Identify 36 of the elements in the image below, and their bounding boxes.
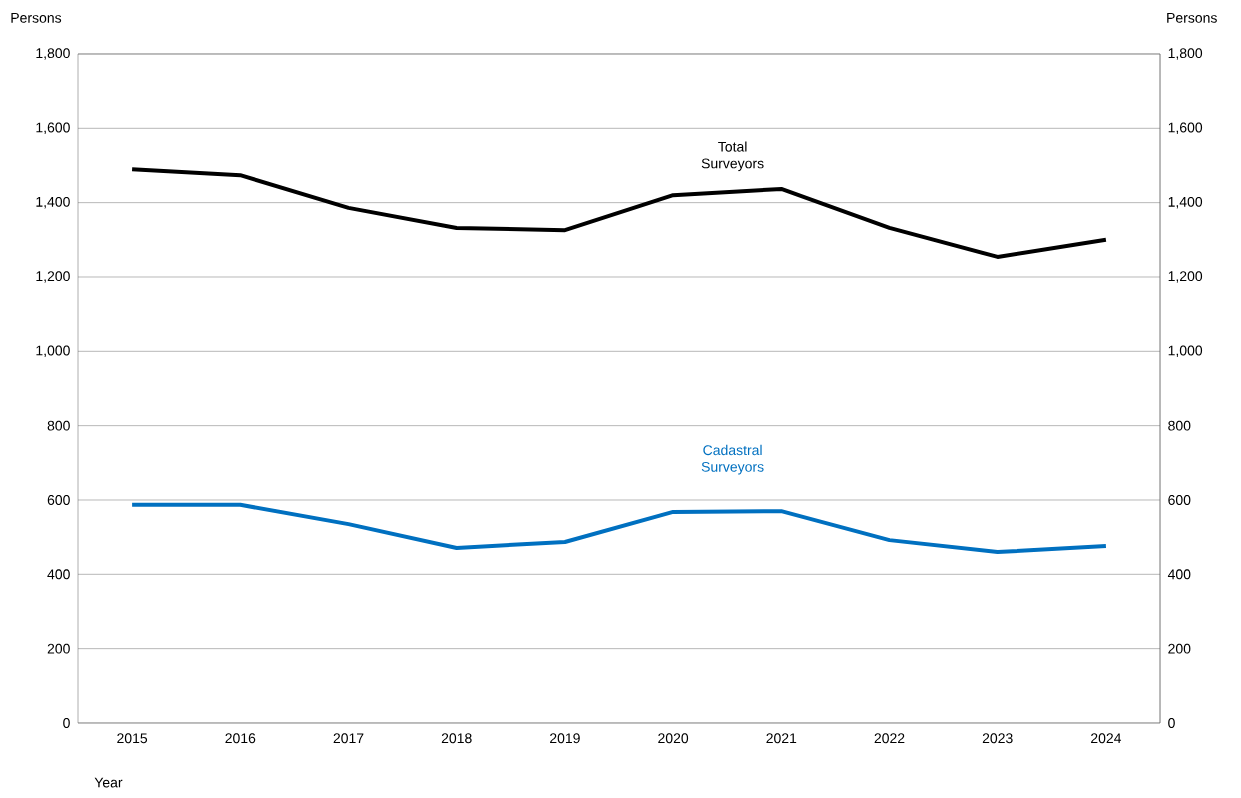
y-tick-label: 400 bbox=[47, 569, 70, 580]
x-tick-label: 2023 bbox=[982, 733, 1013, 744]
x-tick-label: 2017 bbox=[333, 733, 364, 744]
y2-tick-label: 400 bbox=[1167, 569, 1191, 580]
x-tick-label: 2021 bbox=[766, 733, 797, 744]
y-tick-label: 600 bbox=[47, 495, 70, 505]
y-tick-label: 1,800 bbox=[36, 48, 70, 60]
line-series bbox=[130, 502, 1108, 555]
y2-tick-label: 0 bbox=[1168, 718, 1175, 728]
x-tick-label: 2015 bbox=[117, 733, 148, 744]
x-axis-title: Year bbox=[94, 777, 123, 788]
text: Cadastral Surveyors bbox=[701, 444, 764, 475]
x-tick-label: 2024 bbox=[1091, 733, 1122, 744]
y2-tick-label: 600 bbox=[1168, 495, 1191, 505]
x-tick-label: 2022 bbox=[874, 733, 905, 744]
y2-tick-label: 1,200 bbox=[1168, 271, 1203, 283]
y-tick-label: 1,200 bbox=[36, 271, 70, 283]
y2-tick-label: 1,800 bbox=[1168, 48, 1203, 60]
y-tick-label: 1,400 bbox=[36, 196, 70, 209]
y-tick-label: 1,600 bbox=[36, 122, 70, 135]
y2-tick-label: 1,400 bbox=[1168, 196, 1203, 209]
x-tick-label: 2020 bbox=[658, 733, 689, 744]
y-tick-label: 1,000 bbox=[36, 345, 70, 358]
x-tick-label: 2016 bbox=[225, 733, 256, 744]
y2-axis-title: Persons bbox=[1167, 13, 1217, 23]
y2-tick-label: 1,000 bbox=[1168, 345, 1203, 358]
y-axis-title: Persons bbox=[11, 13, 62, 23]
series-label: Total Surveyors bbox=[701, 141, 764, 172]
y2-tick-label: 800 bbox=[1168, 420, 1191, 431]
y2-tick-label: 200 bbox=[1168, 643, 1191, 654]
x-tick-label: 2018 bbox=[441, 733, 472, 744]
y-tick-label: 0 bbox=[63, 718, 70, 728]
x-tick-label: 2019 bbox=[550, 733, 580, 744]
y-tick-label: 200 bbox=[47, 643, 70, 654]
y-tick-label: 800 bbox=[47, 420, 70, 431]
y2-tick-label: 1,600 bbox=[1168, 122, 1203, 135]
